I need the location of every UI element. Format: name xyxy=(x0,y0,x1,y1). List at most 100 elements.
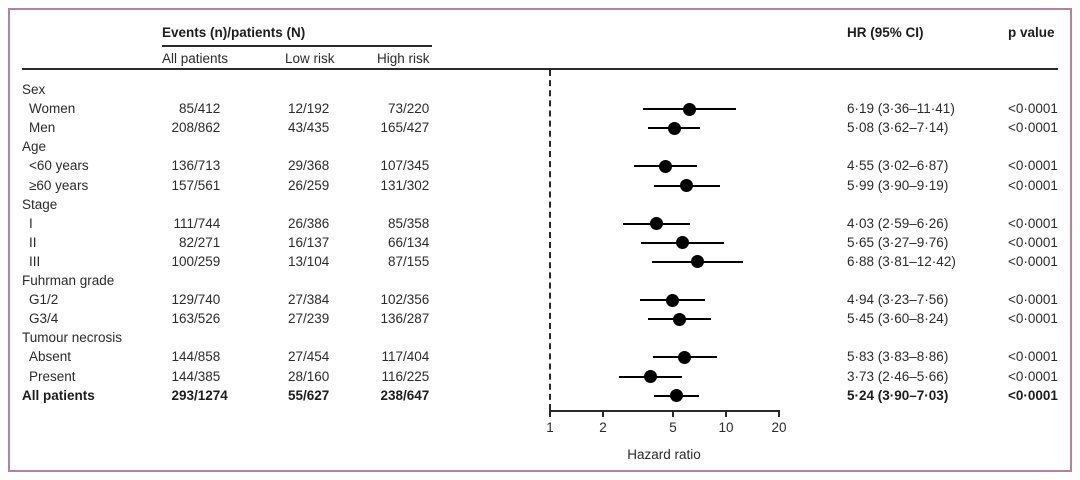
slash-separator: / xyxy=(303,387,307,403)
events-cell-high: 73/220 xyxy=(333,102,429,116)
events-count: 129 xyxy=(171,292,194,308)
hr-ci-value: 4·94 (3·23–7·56) xyxy=(847,292,949,308)
slash-separator: / xyxy=(303,292,307,308)
events-count: 157 xyxy=(171,177,194,193)
slash-separator: / xyxy=(403,120,407,136)
slash-separator: / xyxy=(194,177,198,193)
events-count: 73 xyxy=(387,101,403,117)
table-row: Absent 144/858 27/454 117/404 5·83 (3·83–8·8… xyxy=(10,350,1070,364)
patients-count: 744 xyxy=(197,215,221,231)
slash-separator: / xyxy=(403,253,407,269)
row-label: III xyxy=(29,253,41,269)
forest-plot-area xyxy=(10,10,1070,470)
table-row: Present 144/385 28/160 116/225 3·73 (2·46–5·… xyxy=(10,368,1070,384)
events-cell-all: 111/744 xyxy=(124,215,221,231)
events-cell-low: 12/192 xyxy=(233,102,329,116)
patients-count: 1274 xyxy=(197,387,228,403)
p-value: <0·0001 xyxy=(1008,234,1058,250)
column-header-all-patients: All patients xyxy=(162,51,229,66)
patients-count: 862 xyxy=(197,120,221,136)
table-row: G3/4 163/526 27/239 136/287 5·45 (3·60–8·24)… xyxy=(10,312,1070,326)
events-count: 16 xyxy=(287,234,303,250)
hr-ci-value: 5·83 (3·83–8·86) xyxy=(847,349,949,365)
row-label: II xyxy=(29,234,37,250)
table-row: I 111/744 26/386 85/358 4·03 (2·59–6·26) <0·0… xyxy=(10,215,1070,231)
row-label: Tumour necrosis xyxy=(22,330,123,346)
events-cell-low: 27/239 xyxy=(233,312,329,326)
events-count: 13 xyxy=(287,253,303,269)
events-count: 82 xyxy=(178,234,194,250)
hr-marker xyxy=(659,159,673,173)
events-cell-all: 136/713 xyxy=(124,159,220,173)
events-count: 26 xyxy=(287,215,303,231)
slash-separator: / xyxy=(303,234,307,250)
forest-plot-figure: Events (n)/patients (N) All patients Low… xyxy=(8,8,1072,472)
table-row: Men 208/862 43/435 165/427 5·08 (3·62–7·14) <… xyxy=(10,121,1070,135)
patients-count: 287 xyxy=(406,311,430,327)
row-label: Present xyxy=(29,368,76,384)
events-count: 29 xyxy=(287,158,303,174)
table-row: G1/2 129/740 27/384 102/356 4·94 (3·23–7·56)… xyxy=(10,293,1070,307)
events-cell-low: 16/137 xyxy=(233,234,329,250)
hr-marker xyxy=(670,389,684,403)
slash-separator: / xyxy=(194,387,198,403)
slash-separator: / xyxy=(303,253,307,269)
row-label: Men xyxy=(29,120,56,136)
p-value: <0·0001 xyxy=(1008,368,1058,384)
events-count: 136 xyxy=(380,311,403,327)
reference-line-hr1 xyxy=(549,70,551,410)
patients-count: 385 xyxy=(197,368,221,384)
hr-marker xyxy=(667,121,681,135)
table-row: III 100/259 13/104 87/155 6·88 (3·81–12·42) <… xyxy=(10,253,1070,269)
events-cell-all: 293/1274 xyxy=(124,387,228,403)
events-cell-high: 116/225 xyxy=(333,368,429,384)
x-axis-ticks: 1 2 5 10 20 xyxy=(10,10,1070,470)
events-cell-high: 85/358 xyxy=(333,215,430,231)
events-cell-low: 28/160 xyxy=(233,369,329,384)
p-value: <0·0001 xyxy=(1008,158,1058,174)
events-count: 26 xyxy=(287,177,303,193)
patients-count: 358 xyxy=(406,215,430,231)
events-count: 66 xyxy=(387,234,403,250)
events-cell-high: 238/647 xyxy=(333,388,429,403)
events-count: 27 xyxy=(287,311,303,327)
table-group-row: Fuhrman grade xyxy=(10,274,1070,288)
patients-count: 386 xyxy=(306,215,330,231)
events-count: 107 xyxy=(380,158,403,174)
patients-count: 384 xyxy=(306,292,330,308)
events-count: 131 xyxy=(380,177,403,193)
p-value: <0·0001 xyxy=(1008,215,1058,231)
events-count: 163 xyxy=(171,311,194,327)
hr-marker xyxy=(680,179,694,192)
p-value: <0·0001 xyxy=(1008,349,1058,365)
hr-ci-value: 6·19 (3·36–11·41) xyxy=(847,101,955,117)
events-cell-all: 129/740 xyxy=(124,293,220,307)
patients-count: 713 xyxy=(197,158,221,174)
row-label: G1/2 xyxy=(29,292,59,308)
table-row: II 82/271 16/137 66/134 5·65 (3·27–9·76) <0·0… xyxy=(10,234,1070,250)
x-axis-tick xyxy=(672,410,675,417)
patients-count: 104 xyxy=(306,253,330,269)
events-cell-low: 27/384 xyxy=(233,293,329,307)
x-axis-tick xyxy=(777,410,780,417)
events-cell-all: 85/412 xyxy=(124,102,220,116)
x-axis-tick-label: 2 xyxy=(599,420,607,435)
patients-count: 858 xyxy=(197,349,221,365)
slash-separator: / xyxy=(303,349,307,365)
x-axis-tick xyxy=(725,410,727,417)
slash-separator: / xyxy=(403,311,407,327)
slash-separator: / xyxy=(194,234,198,250)
x-axis-tick xyxy=(549,410,551,417)
column-header-hr-ci: HR (95% CI) xyxy=(847,25,924,40)
slash-separator: / xyxy=(303,311,307,327)
patients-count: 271 xyxy=(197,234,221,250)
events-cell-high: 107/345 xyxy=(333,159,429,173)
patients-count: 259 xyxy=(197,253,221,269)
events-cell-low: 43/435 xyxy=(233,121,329,135)
hr-marker xyxy=(678,350,692,364)
p-value: <0·0001 xyxy=(1008,120,1058,136)
hr-marker xyxy=(690,255,704,269)
slash-separator: / xyxy=(403,368,407,384)
events-cell-high: 131/302 xyxy=(333,177,429,193)
patients-count: 427 xyxy=(406,120,430,136)
